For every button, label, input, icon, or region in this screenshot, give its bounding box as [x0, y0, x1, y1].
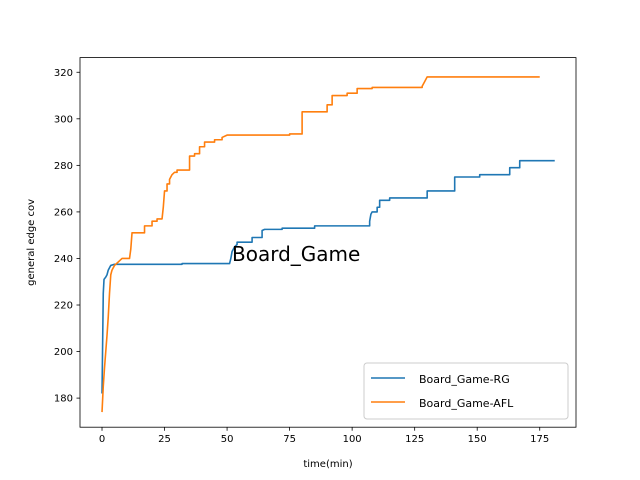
x-tick-label: 0 — [99, 434, 105, 445]
x-tick-label: 125 — [405, 434, 424, 445]
series-line-1 — [101, 76, 540, 413]
x-tick-label: 75 — [283, 434, 296, 445]
y-tick-label: 200 — [54, 347, 73, 358]
x-tick-label: 175 — [530, 434, 549, 445]
y-tick-label: 220 — [54, 301, 73, 312]
legend-label-afl: Board_Game-AFL — [419, 397, 514, 410]
x-tick-label: 25 — [158, 434, 171, 445]
y-tick-label: 320 — [54, 68, 73, 79]
chart-annotation: Board_Game — [232, 242, 360, 266]
series-line-0 — [101, 159, 555, 394]
legend-label-rg: Board_Game-RG — [419, 373, 510, 386]
y-axis: 180 200 220 240 260 280 300 320 — [54, 68, 80, 405]
y-tick-label: 180 — [54, 394, 73, 405]
x-tick-label: 100 — [343, 434, 362, 445]
plot-frame — [79, 57, 577, 428]
y-tick-label: 260 — [54, 207, 73, 218]
y-tick-label: 240 — [54, 254, 73, 265]
x-axis-label: time(min) — [303, 459, 352, 470]
y-tick-label: 280 — [54, 161, 73, 172]
series-layer — [101, 76, 555, 413]
x-tick-label: 50 — [221, 434, 234, 445]
y-tick-label: 300 — [54, 114, 73, 125]
x-tick-label: 150 — [468, 434, 487, 445]
y-axis-label: general edge cov — [26, 199, 37, 286]
legend-frame — [363, 362, 569, 420]
x-axis: 0 25 50 75 100 125 150 175 — [99, 427, 549, 445]
legend: Board_Game-RG Board_Game-AFL — [363, 362, 569, 420]
